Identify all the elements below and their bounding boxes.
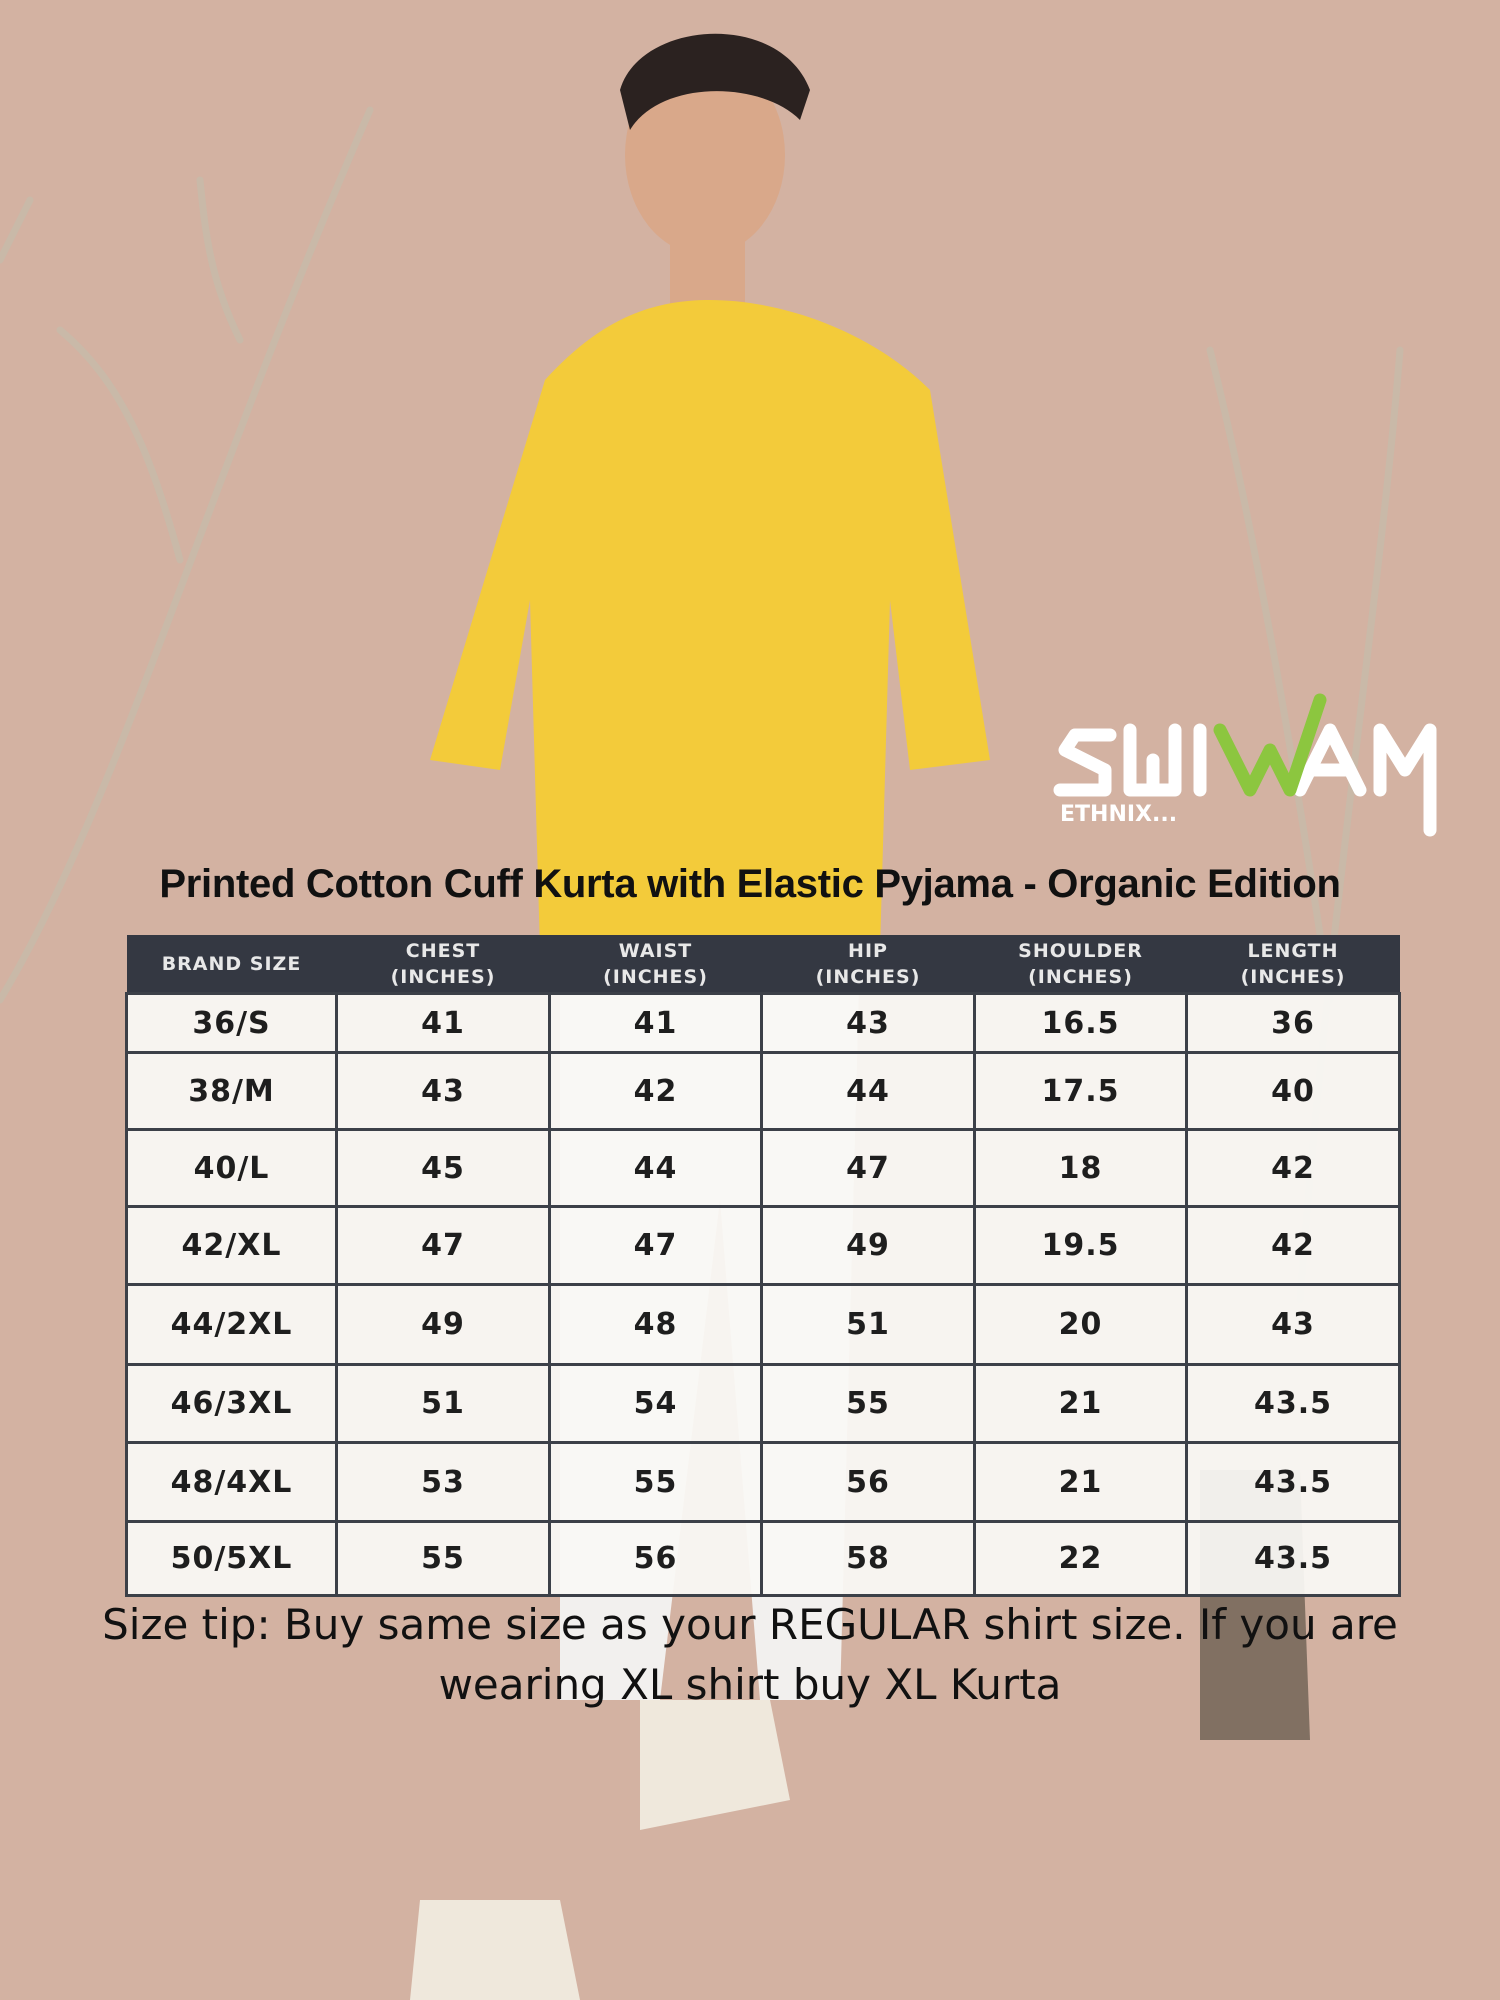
column-header: LENGTH (INCHES) — [1186, 935, 1400, 994]
brand-size-cell: 46/3XL — [125, 1363, 338, 1444]
measurement-cell: 17.5 — [973, 1051, 1188, 1131]
measurement-cell: 43.5 — [1185, 1441, 1401, 1523]
column-header: HIP (INCHES) — [761, 935, 975, 994]
brand-size-cell: 44/2XL — [125, 1283, 338, 1366]
shiwam-logo — [1053, 693, 1437, 837]
column-header-line: SHOULDER — [1018, 939, 1143, 962]
column-header-line: WAIST — [618, 939, 693, 962]
table-row: 42/XL 47 47 49 19.5 42 — [125, 1205, 1401, 1286]
measurement-cell: 51 — [760, 1283, 976, 1366]
column-header-line: (INCHES) — [390, 965, 496, 988]
measurement-cell: 18 — [973, 1128, 1188, 1208]
measurement-cell: 19.5 — [973, 1205, 1188, 1286]
measurement-cell: 44 — [760, 1051, 976, 1131]
measurement-cell: 58 — [760, 1520, 976, 1597]
measurement-cell: 43 — [760, 992, 976, 1054]
measurement-cell: 43.5 — [1185, 1363, 1401, 1444]
measurement-cell: 49 — [335, 1283, 551, 1366]
measurement-cell: 48 — [548, 1283, 763, 1366]
column-header: CHEST (INCHES) — [336, 935, 550, 994]
table-row: 46/3XL 51 54 55 21 43.5 — [125, 1363, 1401, 1444]
measurement-cell: 43 — [1185, 1283, 1401, 1366]
measurement-cell: 55 — [335, 1520, 551, 1597]
brand-size-cell: 40/L — [125, 1128, 338, 1208]
column-header-line: LENGTH — [1247, 939, 1339, 962]
measurement-cell: 20 — [973, 1283, 1188, 1366]
measurement-cell: 21 — [973, 1441, 1188, 1523]
column-header: BRAND SIZE — [126, 935, 337, 994]
measurement-cell: 47 — [335, 1205, 551, 1286]
measurement-cell: 44 — [548, 1128, 763, 1208]
measurement-cell: 47 — [760, 1128, 976, 1208]
measurement-cell: 45 — [335, 1128, 551, 1208]
column-header-line: BRAND SIZE — [161, 952, 302, 975]
size-chart-header: BRAND SIZE CHEST (INCHES) WAIST (INCHES) HIP (… — [126, 935, 1400, 994]
measurement-cell: 41 — [548, 992, 763, 1054]
size-tip: Size tip: Buy same size as your REGULAR … — [102, 1600, 1398, 1709]
measurement-cell: 51 — [335, 1363, 551, 1444]
measurement-cell: 21 — [973, 1363, 1188, 1444]
table-row: 40/L 45 44 47 18 42 — [125, 1128, 1401, 1208]
measurement-cell: 53 — [335, 1441, 551, 1523]
measurement-cell: 42 — [548, 1051, 763, 1131]
table-row: 50/5XL 55 56 58 22 43.5 — [125, 1520, 1401, 1597]
column-header-line: CHEST — [405, 939, 481, 962]
measurement-cell: 16.5 — [973, 992, 1188, 1054]
table-row: 44/2XL 49 48 51 20 43 — [125, 1283, 1401, 1366]
measurement-cell: 41 — [335, 992, 551, 1054]
column-header: WAIST (INCHES) — [549, 935, 762, 994]
measurement-cell: 54 — [548, 1363, 763, 1444]
product-title: Printed Cotton Cuff Kurta with Elastic P… — [159, 862, 1341, 906]
brand-tagline: ETHNIX... — [1060, 802, 1178, 827]
brand-size-cell: 50/5XL — [125, 1520, 338, 1597]
measurement-cell: 43 — [335, 1051, 551, 1131]
table-row: 36/S 41 41 43 16.5 36 — [125, 992, 1401, 1054]
column-header-line: (INCHES) — [1028, 965, 1133, 988]
table-row: 48/4XL 53 55 56 21 43.5 — [125, 1441, 1401, 1523]
measurement-cell: 42 — [1185, 1128, 1401, 1208]
measurement-cell: 49 — [760, 1205, 976, 1286]
column-header-line: (INCHES) — [1240, 965, 1346, 988]
measurement-cell: 56 — [548, 1520, 763, 1597]
brand-size-cell: 36/S — [125, 992, 338, 1054]
column-header-line: (INCHES) — [815, 965, 921, 988]
measurement-cell: 40 — [1185, 1051, 1401, 1131]
measurement-cell: 55 — [760, 1363, 976, 1444]
column-header-line: HIP — [848, 939, 888, 962]
measurement-cell: 56 — [760, 1441, 976, 1523]
measurement-cell: 22 — [973, 1520, 1188, 1597]
size-chart-table: BRAND SIZE CHEST (INCHES) WAIST (INCHES) HIP (… — [125, 935, 1401, 1597]
measurement-cell: 47 — [548, 1205, 763, 1286]
table-row: 38/M 43 42 44 17.5 40 — [125, 1051, 1401, 1131]
measurement-cell: 42 — [1185, 1205, 1401, 1286]
measurement-cell: 55 — [548, 1441, 763, 1523]
brand-size-cell: 42/XL — [125, 1205, 338, 1286]
measurement-cell: 43.5 — [1185, 1520, 1401, 1597]
brand-size-cell: 48/4XL — [125, 1441, 338, 1523]
column-header: SHOULDER (INCHES) — [974, 935, 1187, 994]
brand-size-cell: 38/M — [125, 1051, 338, 1131]
measurement-cell: 36 — [1185, 992, 1401, 1054]
column-header-line: (INCHES) — [603, 965, 708, 988]
